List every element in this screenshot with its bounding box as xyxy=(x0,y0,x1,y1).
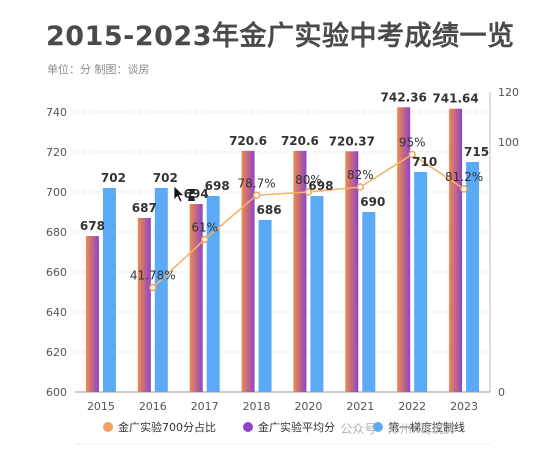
legend-label: 金广实验700分占比 xyxy=(118,420,216,434)
y-tick-label: 720 xyxy=(46,146,67,159)
control-line-bar xyxy=(102,188,116,392)
control-line-label: 698 xyxy=(308,179,333,193)
pct-label: 78.7% xyxy=(238,176,276,190)
avg-score-bar xyxy=(293,150,307,392)
y-tick-label: 640 xyxy=(46,306,67,319)
x-tick-label: 2017 xyxy=(191,400,219,413)
pct-point xyxy=(252,191,261,199)
pct-label: 81.2% xyxy=(445,170,483,184)
control-line-label: 698 xyxy=(205,179,230,193)
control-line-label: 710 xyxy=(412,155,437,169)
x-tick-label: 2021 xyxy=(346,400,374,413)
y-tick-label: 680 xyxy=(46,226,67,239)
pct-label: 95% xyxy=(399,136,426,150)
y-tick-label: 660 xyxy=(46,266,67,279)
watermark-text: 公众号 · 郑州K哥说房 xyxy=(340,421,455,436)
legend-label: 金广实验平均分 xyxy=(258,420,335,434)
pct-label: 41.78% xyxy=(130,269,176,283)
pct-line-series xyxy=(149,150,468,292)
pct-label: 80% xyxy=(295,173,322,187)
avg-score-label: 678 xyxy=(80,219,105,233)
axes: 600 620 640 660 680 700 720 740 0 100 120 2015 2016 2… xyxy=(46,86,519,413)
control-line-bar xyxy=(414,172,428,392)
pct-point xyxy=(304,188,313,196)
legend-marker xyxy=(103,422,113,432)
y-tick-label: 620 xyxy=(46,346,67,359)
chart-subtitle: 单位：分 制图：谈房 xyxy=(47,63,150,76)
control-line-bar xyxy=(154,188,168,392)
control-line-label: 715 xyxy=(464,145,489,159)
control-line-label: 702 xyxy=(101,171,126,185)
legend-marker xyxy=(373,422,383,432)
mouse-cursor-icon xyxy=(173,185,195,203)
avg-score-bar xyxy=(85,236,99,392)
control-line-bar xyxy=(258,220,272,392)
y-tick-label: 740 xyxy=(46,106,67,119)
avg-score-bar xyxy=(137,218,151,392)
control-line-label: 702 xyxy=(153,171,178,185)
pct-point xyxy=(408,150,416,159)
control-line-bar xyxy=(362,212,376,392)
y-tick-label: 700 xyxy=(46,186,67,199)
x-tick-label: 2022 xyxy=(398,400,426,413)
x-tick-label: 2020 xyxy=(294,400,322,413)
avg-score-bar xyxy=(241,150,255,392)
pct-point xyxy=(149,283,157,292)
pct-point xyxy=(356,183,365,191)
control-line-bar xyxy=(310,196,324,392)
avg-score-label: 720.6 xyxy=(281,134,319,148)
pct-label: 82% xyxy=(347,168,374,182)
avg-score-label: 741.64 xyxy=(432,92,478,106)
x-tick-label: 2016 xyxy=(139,400,167,413)
y2-tick-label: 100 xyxy=(498,136,519,149)
x-tick-label: 2018 xyxy=(243,400,271,413)
pct-point xyxy=(460,185,468,193)
control-line-label: 686 xyxy=(257,203,282,217)
y2-tick-label: 0 xyxy=(498,386,505,399)
avg-score-label: 742.36 xyxy=(381,90,427,104)
avg-score-bar xyxy=(345,151,359,392)
control-line-label: 690 xyxy=(360,195,385,209)
x-tick-label: 2023 xyxy=(450,400,478,413)
x-tick-label: 2015 xyxy=(87,400,115,413)
pct-label: 61% xyxy=(191,221,218,235)
avg-score-label: 687 xyxy=(132,201,157,215)
control-line-bar xyxy=(206,196,220,392)
pct-point xyxy=(200,235,209,244)
grid-lines xyxy=(75,111,490,353)
legend-label: 第一梯度控制线 xyxy=(388,420,465,434)
chart-title: 2015-2023年金广实验中考成绩一览 xyxy=(46,21,515,52)
y-tick-label: 600 xyxy=(46,386,67,399)
avg-score-bar xyxy=(449,108,463,392)
data-labels: 678702687702694698720.6686720.6698720.37… xyxy=(80,90,489,282)
avg-score-label: 720.6 xyxy=(229,134,267,148)
legend: 金广实验700分占比 金广实验平均分 第一梯度控制线 xyxy=(75,420,490,445)
avg-score-bar xyxy=(397,107,411,392)
y2-tick-label: 120 xyxy=(498,86,519,99)
control-line-bar xyxy=(466,162,480,392)
legend-marker xyxy=(243,422,253,432)
avg-score-label: 720.37 xyxy=(329,134,375,148)
bars xyxy=(85,107,480,392)
